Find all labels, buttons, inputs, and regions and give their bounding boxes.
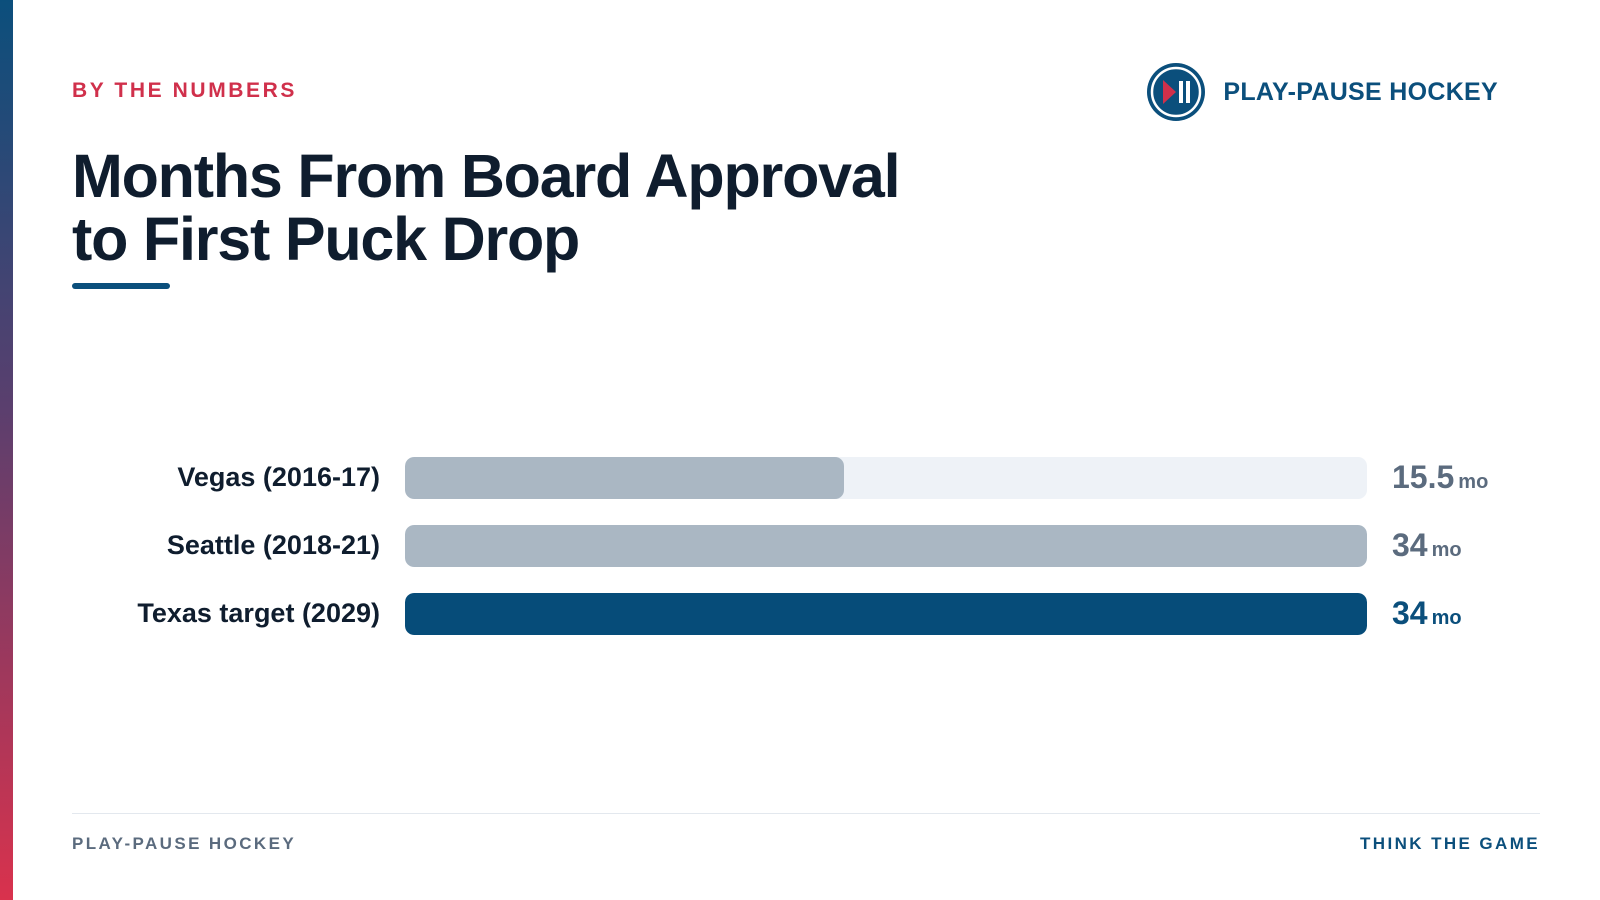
bar [405,457,844,499]
bar-value-number: 34 [1392,595,1428,631]
bar-value-label: 15.5 mo [1392,455,1488,499]
eyebrow-label: BY THE NUMBERS [72,79,298,102]
play-pause-icon [1147,63,1206,121]
footer-brand: PLAY-PAUSE HOCKEY [72,834,297,853]
accent-stripe [0,0,13,900]
bar-row: Texas target (2029) 34 mo [0,591,1600,635]
footer-tagline: THINK THE GAME [1360,834,1540,853]
chart-title-line-2: to First Puck Drop [72,205,580,273]
bar-row: Vegas (2016-17) 15.5 mo [0,455,1600,499]
chart-title-line-1: Months From Board Approval [72,142,901,210]
bar-track [405,457,1367,499]
bar-value-unit: mo [1431,607,1462,629]
bar-value-unit: mo [1458,471,1489,493]
bar-category-label: Seattle (2018-21) [166,530,380,560]
bar-category-label: Texas target (2029) [137,598,380,628]
bar-value-number: 15.5 [1392,459,1455,495]
bar-category-label: Vegas (2016-17) [177,462,380,492]
title-underline [72,283,170,289]
bar-value-unit: mo [1431,539,1462,561]
bar [405,525,1367,567]
footer-divider [72,813,1540,814]
bar-chart: Vegas (2016-17) 15.5 mo Seattle (2018-21) 34… [0,455,1600,655]
bar-track [405,525,1367,567]
bar [405,593,1367,635]
bar-value-number: 34 [1392,527,1428,563]
bar-track [405,593,1367,635]
chart-title: Months From Board Approval to First Puck… [72,142,901,273]
bar-row: Seattle (2018-21) 34 mo [0,523,1600,567]
brand-name: PLAY-PAUSE HOCKEY [1223,77,1498,106]
bar-value-label: 34 mo [1392,591,1462,635]
bar-value-label: 34 mo [1392,523,1462,567]
brand-lockup: PLAY-PAUSE HOCKEY [1145,61,1498,123]
